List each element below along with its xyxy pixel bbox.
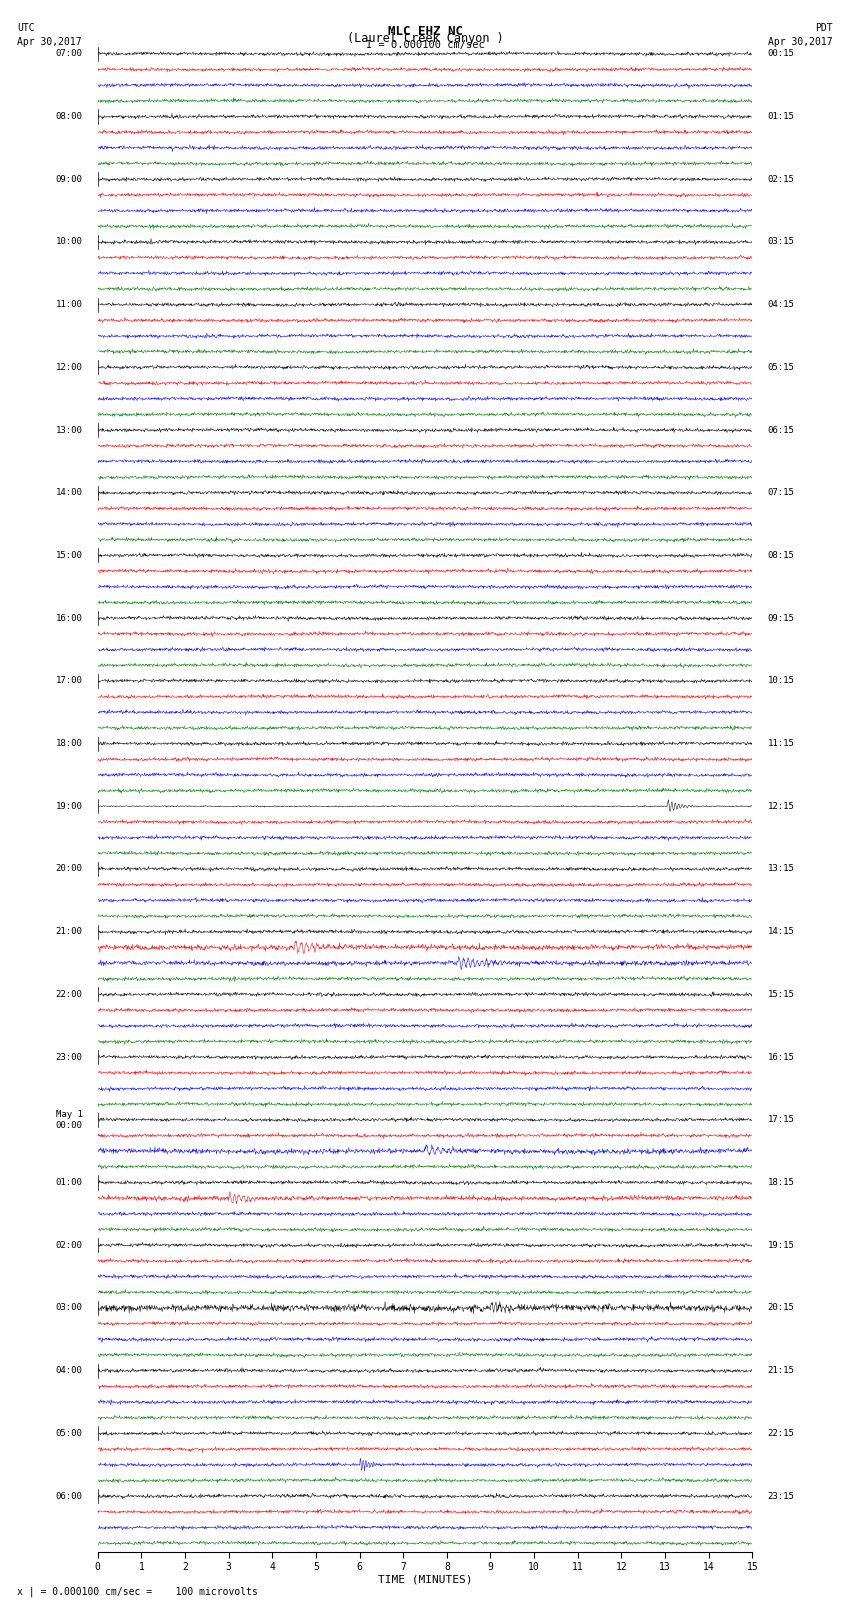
Text: 04:15: 04:15 — [768, 300, 795, 310]
Text: 14:00: 14:00 — [55, 489, 82, 497]
Text: I = 0.000100 cm/sec: I = 0.000100 cm/sec — [366, 39, 484, 50]
Text: 15:00: 15:00 — [55, 552, 82, 560]
Text: 13:00: 13:00 — [55, 426, 82, 434]
Text: 01:15: 01:15 — [768, 111, 795, 121]
Text: 09:15: 09:15 — [768, 613, 795, 623]
Text: 00:15: 00:15 — [768, 50, 795, 58]
Text: 06:15: 06:15 — [768, 426, 795, 434]
Text: UTC
Apr 30,2017: UTC Apr 30,2017 — [17, 24, 82, 47]
Text: 03:15: 03:15 — [768, 237, 795, 247]
Text: 23:15: 23:15 — [768, 1492, 795, 1500]
Text: 18:00: 18:00 — [55, 739, 82, 748]
Text: 04:00: 04:00 — [55, 1366, 82, 1376]
Text: 10:15: 10:15 — [768, 676, 795, 686]
Text: 20:00: 20:00 — [55, 865, 82, 874]
Text: 21:00: 21:00 — [55, 927, 82, 936]
Text: 03:00: 03:00 — [55, 1303, 82, 1313]
Text: 23:00: 23:00 — [55, 1053, 82, 1061]
Text: 07:00: 07:00 — [55, 50, 82, 58]
Text: 22:00: 22:00 — [55, 990, 82, 998]
Text: MLC EHZ NC: MLC EHZ NC — [388, 24, 462, 39]
Text: 12:15: 12:15 — [768, 802, 795, 811]
Text: 06:00: 06:00 — [55, 1492, 82, 1500]
Text: 14:15: 14:15 — [768, 927, 795, 936]
Text: 17:15: 17:15 — [768, 1115, 795, 1124]
Text: 19:00: 19:00 — [55, 802, 82, 811]
Text: PDT
Apr 30,2017: PDT Apr 30,2017 — [768, 24, 833, 47]
Text: 15:15: 15:15 — [768, 990, 795, 998]
Text: 02:00: 02:00 — [55, 1240, 82, 1250]
Text: 10:00: 10:00 — [55, 237, 82, 247]
Text: 13:15: 13:15 — [768, 865, 795, 874]
Text: 08:15: 08:15 — [768, 552, 795, 560]
Text: 19:15: 19:15 — [768, 1240, 795, 1250]
Text: (Laurel Creek Canyon ): (Laurel Creek Canyon ) — [347, 32, 503, 45]
Text: 01:00: 01:00 — [55, 1177, 82, 1187]
Text: 05:15: 05:15 — [768, 363, 795, 373]
Text: 16:00: 16:00 — [55, 613, 82, 623]
X-axis label: TIME (MINUTES): TIME (MINUTES) — [377, 1574, 473, 1586]
Text: 05:00: 05:00 — [55, 1429, 82, 1437]
Text: 09:00: 09:00 — [55, 174, 82, 184]
Text: May 1
00:00: May 1 00:00 — [55, 1110, 82, 1129]
Text: 02:15: 02:15 — [768, 174, 795, 184]
Text: x | = 0.000100 cm/sec =    100 microvolts: x | = 0.000100 cm/sec = 100 microvolts — [17, 1586, 258, 1597]
Text: 18:15: 18:15 — [768, 1177, 795, 1187]
Text: 11:00: 11:00 — [55, 300, 82, 310]
Text: 17:00: 17:00 — [55, 676, 82, 686]
Text: 08:00: 08:00 — [55, 111, 82, 121]
Text: 20:15: 20:15 — [768, 1303, 795, 1313]
Text: 07:15: 07:15 — [768, 489, 795, 497]
Text: 16:15: 16:15 — [768, 1053, 795, 1061]
Text: 12:00: 12:00 — [55, 363, 82, 373]
Text: 22:15: 22:15 — [768, 1429, 795, 1437]
Text: 11:15: 11:15 — [768, 739, 795, 748]
Text: 21:15: 21:15 — [768, 1366, 795, 1376]
